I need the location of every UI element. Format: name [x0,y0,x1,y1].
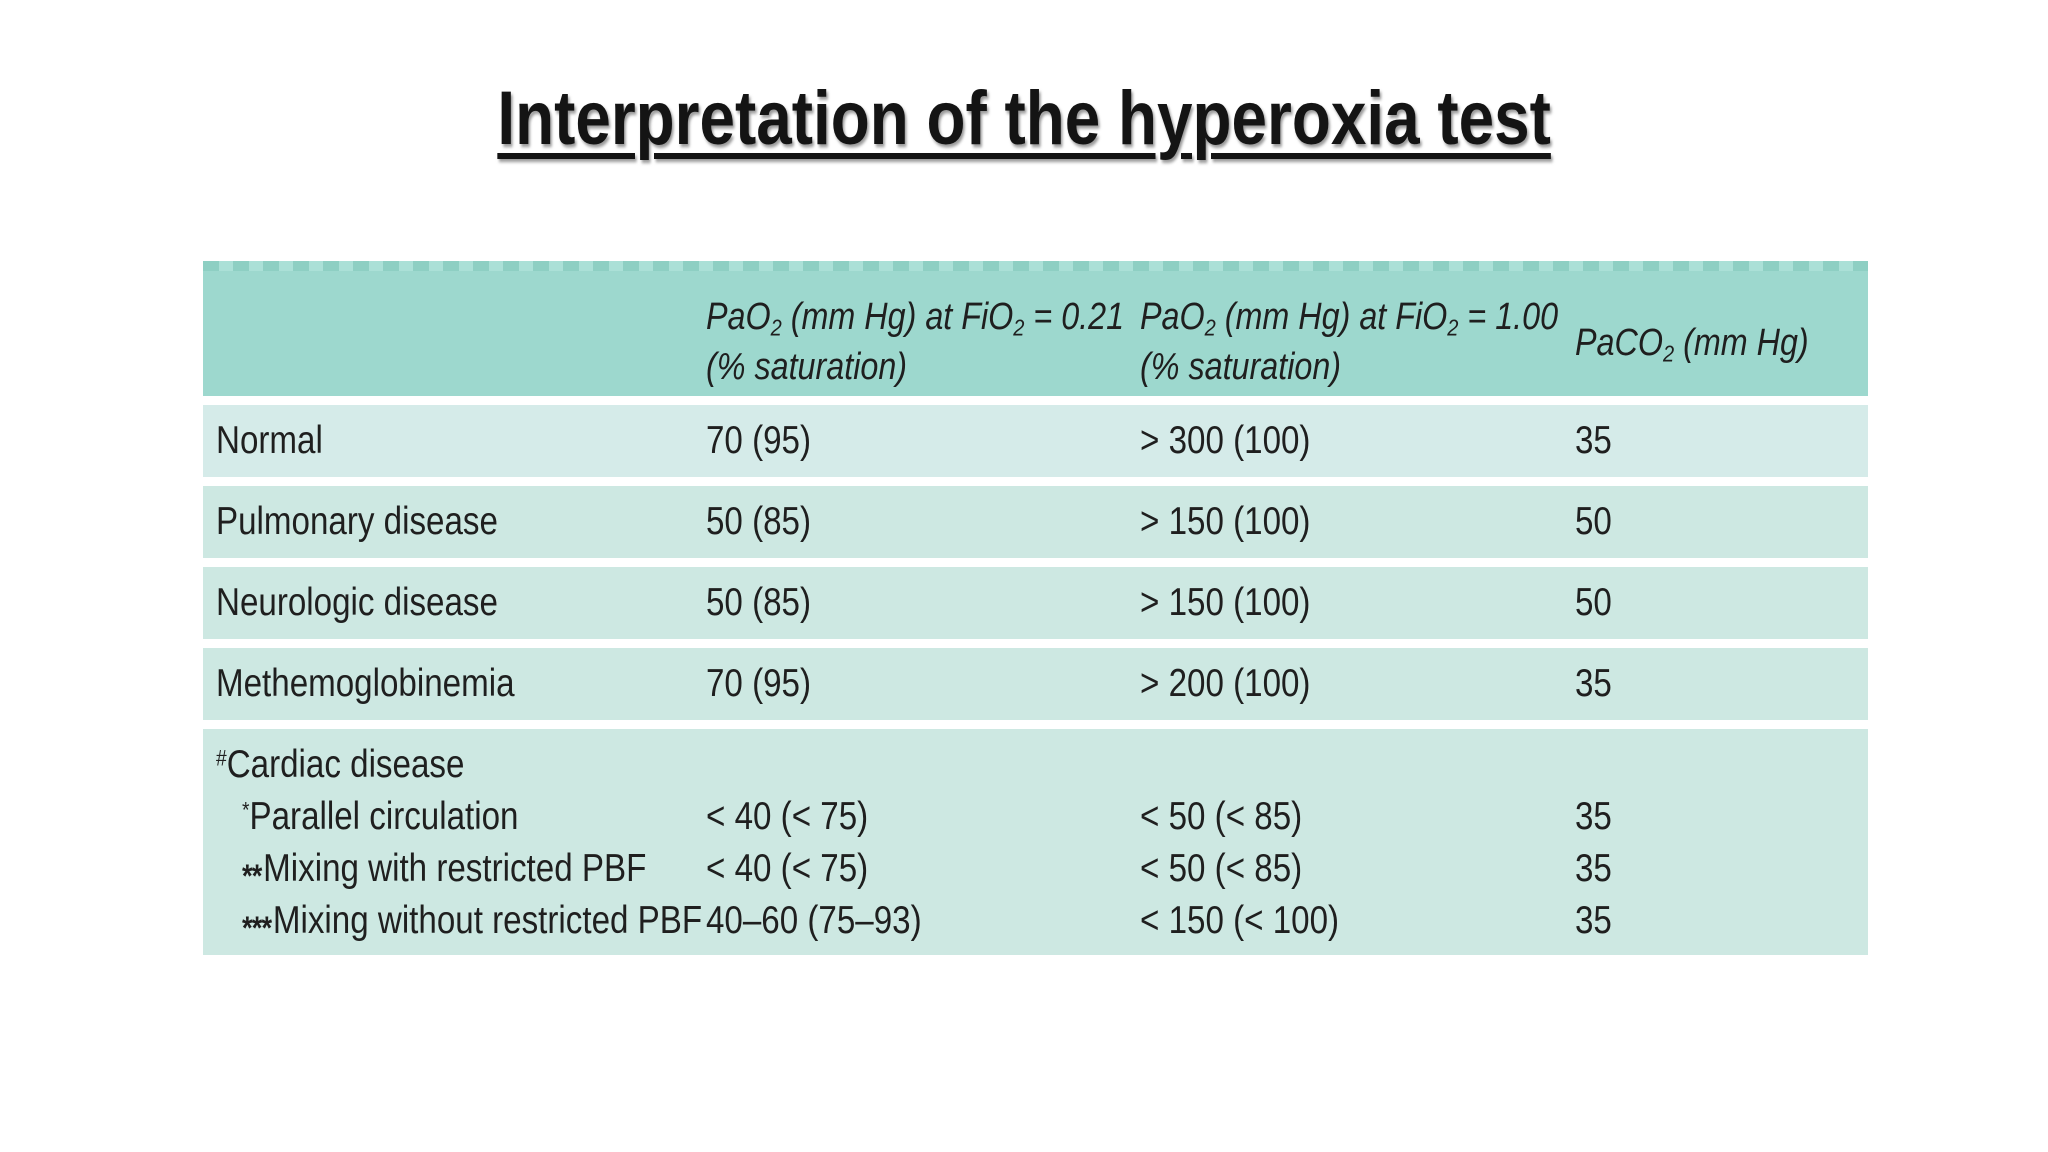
cell-pao2-fio2-021: < 40 (< 75) [706,847,869,890]
row-label: **Mixing with restricted PBF [242,847,647,894]
table-row-normal: Normal 70 (95) > 300 (100) 35 [203,405,1868,477]
cardiac-heading-line: #Cardiac disease [203,739,1868,791]
cell-paco2: 35 [1575,795,1612,838]
cell-paco2: 50 [1575,500,1612,543]
cell-paco2: 35 [1575,847,1612,890]
column-header-paco2: PaCO2 (mm Hg) [1562,261,1868,396]
header-text-saturation: (% saturation) [706,346,908,388]
cell-pao2-fio2-021: 40–60 (75–93) [706,899,922,942]
cell-pao2-fio2-100: > 150 (100) [1140,500,1311,543]
table-row-neurologic-disease: Neurologic disease 50 (85) > 150 (100) 5… [203,567,1868,639]
table-row-cardiac-disease: #Cardiac disease *Parallel circulation <… [203,729,1868,955]
page-title: Interpretation of the hyperoxia test [497,76,1551,161]
cell-pao2-fio2-100: > 300 (100) [1140,419,1311,462]
cell-paco2: 35 [1575,662,1612,705]
cardiac-subrow-mixing-without-restricted-pbf: ***Mixing without restricted PBF 40–60 (… [203,895,1868,947]
title-area: Interpretation of the hyperoxia test [0,81,2048,157]
hyperoxia-interpretation-table: PaO2 (mm Hg) at FiO2 = 0.21 (% saturatio… [203,261,1868,955]
cell-pao2-fio2-100: < 50 (< 85) [1140,847,1303,890]
cell-pao2-fio2-021: < 40 (< 75) [706,795,869,838]
row-label: Neurologic disease [216,581,498,624]
double-asterisk-prefix: ** [242,857,262,894]
row-label: Normal [216,419,323,462]
header-text: PaO2 (mm Hg) at FiO2 = 0.21 [706,296,1125,341]
asterisk-prefix: * [242,797,250,823]
cell-pao2-fio2-021: 70 (95) [706,419,812,462]
header-text: PaCO2 (mm Hg) [1575,322,1809,367]
cell-pao2-fio2-021: 50 (85) [706,500,812,543]
header-empty-cell [203,261,693,396]
cell-paco2: 35 [1575,419,1612,462]
row-label: Pulmonary disease [216,500,498,543]
header-text-saturation: (% saturation) [1140,346,1342,388]
cell-paco2: 35 [1575,899,1612,942]
column-header-pao2-fio2-100: PaO2 (mm Hg) at FiO2 = 1.00 (% saturatio… [1127,261,1562,396]
cell-pao2-fio2-021: 70 (95) [706,662,812,705]
row-label: #Cardiac disease [216,743,465,786]
table-header-row: PaO2 (mm Hg) at FiO2 = 0.21 (% saturatio… [203,261,1868,396]
cell-paco2: 50 [1575,581,1612,624]
row-label: *Parallel circulation [242,795,519,838]
hash-prefix: # [216,745,227,771]
cell-pao2-fio2-100: < 50 (< 85) [1140,795,1303,838]
table-row-methemoglobinemia: Methemoglobinemia 70 (95) > 200 (100) 35 [203,648,1868,720]
table-row-pulmonary-disease: Pulmonary disease 50 (85) > 150 (100) 50 [203,486,1868,558]
row-label: ***Mixing without restricted PBF [242,899,703,946]
cardiac-subrow-parallel-circulation: *Parallel circulation < 40 (< 75) < 50 (… [203,791,1868,843]
header-text: PaO2 (mm Hg) at FiO2 = 1.00 [1140,296,1559,341]
cardiac-subrow-mixing-with-restricted-pbf: **Mixing with restricted PBF < 40 (< 75)… [203,843,1868,895]
triple-asterisk-prefix: *** [242,909,272,946]
cell-pao2-fio2-100: > 150 (100) [1140,581,1311,624]
cell-pao2-fio2-100: < 150 (< 100) [1140,899,1340,942]
row-label: Methemoglobinemia [216,662,515,705]
cell-pao2-fio2-100: > 200 (100) [1140,662,1311,705]
cell-pao2-fio2-021: 50 (85) [706,581,812,624]
column-header-pao2-fio2-021: PaO2 (mm Hg) at FiO2 = 0.21 (% saturatio… [693,261,1127,396]
